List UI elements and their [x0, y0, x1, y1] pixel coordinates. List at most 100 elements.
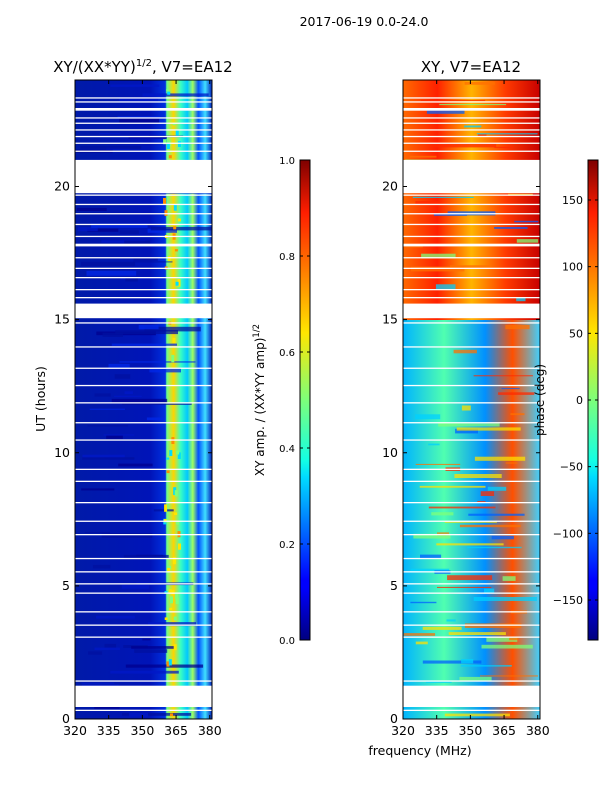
y-tick-label: 15: [382, 312, 398, 327]
data-gap: [75, 159, 212, 194]
data-gap: [403, 468, 540, 470]
data-gap: [403, 277, 540, 279]
data-gap: [403, 297, 540, 299]
heatmap-streak: [128, 136, 167, 139]
heatmap-streak: [415, 201, 439, 205]
heatmap-streak: [115, 330, 178, 335]
heatmap-streak: [412, 196, 474, 198]
data-gap: [75, 384, 212, 387]
heatmap-streak: [428, 506, 496, 509]
heatmap-streak: [494, 227, 528, 229]
colorbar-tick-label: 0.8: [279, 252, 295, 263]
data-gap: [75, 367, 212, 369]
heatmap-streak: [477, 134, 487, 137]
data-gap: [403, 384, 540, 387]
heatmap-streak: [413, 533, 451, 539]
heatmap-streak: [81, 682, 115, 684]
right-y-axis: 0 5 10 15 20: [382, 179, 540, 726]
heatmap-streak: [410, 568, 450, 572]
heatmap-streak: [119, 118, 160, 123]
data-gap: [403, 159, 540, 194]
heatmap-streak: [446, 619, 456, 622]
data-gap: [75, 636, 212, 638]
heatmap-streak: [82, 457, 135, 460]
x-tick-label: 365: [164, 723, 188, 738]
colorbar-tick-label: −50: [560, 461, 583, 474]
left-colorbar: 0.0 0.2 0.4 0.6 0.8 1.0 XY amp. / (XX*YY amp)…: [252, 156, 311, 647]
heatmap-streak: [167, 256, 171, 261]
data-gap: [75, 592, 212, 594]
heatmap-streak: [421, 99, 486, 101]
heatmap-streak: [163, 198, 166, 205]
heatmap-streak: [480, 491, 495, 496]
heatmap-streak: [108, 363, 130, 369]
heatmap-streak: [436, 543, 504, 546]
heatmap-streak: [415, 414, 441, 420]
heatmap-streak: [477, 501, 486, 503]
data-gap: [403, 685, 540, 707]
heatmap-streak: [173, 644, 177, 651]
left-y-axis-label: UT (hours): [33, 366, 48, 432]
data-gap: [403, 203, 540, 206]
figure-title: 2017-06-19 0.0-24.0: [300, 14, 429, 29]
left-y-axis: 0 5 10 15 20: [54, 179, 212, 726]
heatmap-streak: [167, 567, 171, 572]
heatmap-streak: [422, 626, 462, 630]
heatmap-streak: [80, 146, 142, 149]
heatmap-streak: [459, 676, 492, 681]
heatmap-streak: [99, 133, 121, 135]
heatmap-streak: [144, 326, 201, 332]
data-gap: [403, 135, 540, 138]
heatmap-streak: [119, 361, 196, 363]
heatmap-streak: [473, 597, 537, 601]
heatmap-streak: [481, 644, 533, 649]
heatmap-streak: [447, 575, 493, 581]
heatmap-streak: [422, 660, 482, 664]
heatmap-streak: [131, 646, 174, 649]
left-plot-frame: [74, 79, 213, 720]
x-tick-label: 335: [97, 723, 121, 738]
right-panel-title: XY, V7=EA12: [421, 58, 521, 76]
data-gap: [75, 422, 212, 424]
heatmap-streak: [491, 535, 514, 540]
data-gap: [75, 97, 212, 99]
heatmap-streak: [168, 565, 171, 570]
data-gap: [75, 194, 212, 196]
data-gap: [75, 101, 212, 103]
data-gap: [75, 534, 212, 536]
heatmap-streak: [459, 524, 521, 528]
left-data-gaps: [75, 97, 212, 711]
heatmap-streak: [486, 637, 518, 642]
heatmap-streak: [103, 434, 135, 436]
heatmap-streak: [177, 279, 181, 287]
heatmap-streak: [125, 278, 138, 282]
heatmap-streak: [104, 643, 117, 648]
heatmap-streak: [468, 513, 525, 516]
heatmap-streak: [168, 659, 172, 666]
heatmap-streak: [119, 230, 139, 234]
heatmap-streak: [118, 463, 153, 467]
data-gap: [75, 303, 212, 319]
data-gap: [75, 243, 212, 247]
data-gap: [403, 289, 540, 291]
heatmap-streak: [138, 325, 159, 330]
heatmap-streak: [514, 220, 539, 223]
x-tick-label: 380: [526, 723, 550, 738]
heatmap-streak: [426, 109, 465, 114]
heatmap-streak: [439, 104, 507, 106]
data-gap: [403, 502, 540, 504]
data-gap: [75, 346, 212, 348]
data-gap: [403, 213, 540, 215]
heatmap-streak: [87, 425, 128, 427]
data-gap: [403, 117, 540, 119]
heatmap-streak: [456, 427, 521, 431]
data-gap: [75, 571, 212, 573]
heatmap-streak: [431, 512, 454, 516]
heatmap-streak: [453, 349, 477, 354]
heatmap-streak: [91, 223, 148, 228]
heatmap-streak: [501, 388, 520, 390]
heatmap-streak: [81, 261, 136, 266]
data-gap: [403, 101, 540, 103]
colorbar-tick-label: 1.0: [279, 156, 295, 167]
